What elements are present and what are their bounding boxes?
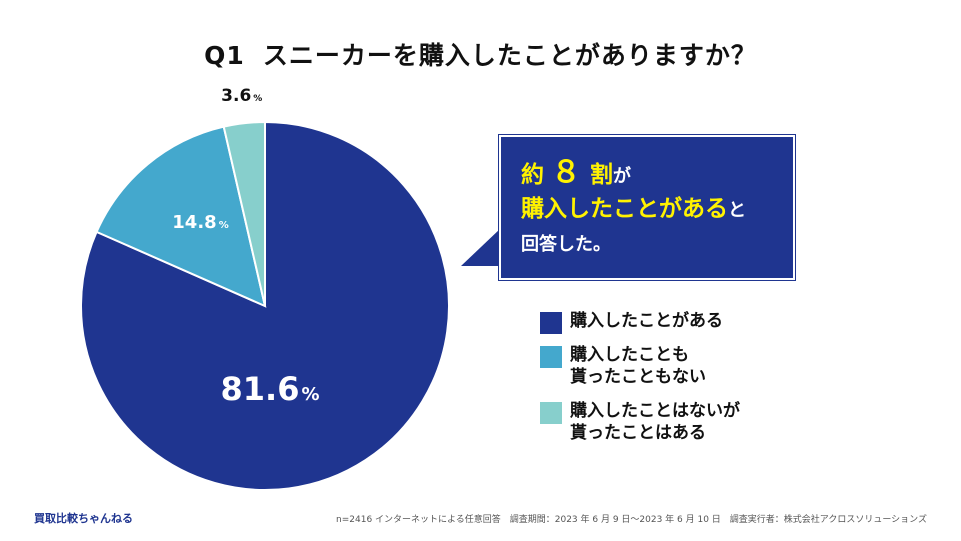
legend: 購入したことがある 購入したことも 貰ったこともない 購入したことはないが 貰っ… <box>540 310 740 456</box>
callout-text: 約 ８ 割が 購入したことがあると 回答した。 <box>521 156 791 261</box>
callout-ga: が <box>612 166 631 187</box>
legend-item-purchased: 購入したことがある <box>540 310 740 334</box>
legend-swatch-purchased <box>540 312 562 334</box>
pie-slice-2 <box>222 120 266 307</box>
callout-highlight: 購入したことがある <box>521 196 728 222</box>
question-text: スニーカーを購入したことがありますか？ <box>262 41 757 70</box>
callout-pointer <box>461 228 501 266</box>
callout-box <box>498 134 796 281</box>
pie-slice-0 <box>80 120 450 491</box>
callout-line-3: 回答した。 <box>521 227 791 261</box>
legend-swatch-received <box>540 402 562 424</box>
callout-about: 約 <box>521 162 544 188</box>
pie-slice-1 <box>95 125 267 308</box>
footer-brand: 買取比較ちゃんねる <box>34 512 133 525</box>
callout-line-1: 約 ８ 割が <box>521 156 791 193</box>
pie-label-0: 81.6% <box>221 370 320 408</box>
callout-eight: ８ <box>550 155 583 190</box>
legend-item-never: 購入したことも 貰ったこともない <box>540 344 740 388</box>
callout-answered: 回答した。 <box>521 234 611 255</box>
legend-label-never: 購入したことも 貰ったこともない <box>570 345 706 387</box>
callout-line-2: 購入したことがあると <box>521 193 791 227</box>
pie-label-1: 14.8% <box>172 212 228 233</box>
callout-to: と <box>728 200 746 221</box>
question-number: Q1 <box>204 41 245 70</box>
legend-item-received: 購入したことはないが 貰ったことはある <box>540 400 740 444</box>
pie-label-2: 3.6% <box>221 86 262 106</box>
footer-note: n=2416 インターネットによる任意回答 調査期間：2023 年 6 月 9 … <box>336 515 927 525</box>
legend-label-purchased: 購入したことがある <box>570 311 723 331</box>
legend-swatch-never <box>540 346 562 368</box>
legend-label-received: 購入したことはないが 貰ったことはある <box>570 401 740 443</box>
callout-wari: 割 <box>589 162 613 188</box>
chart-title: Q1 スニーカーを購入したことがありますか？ <box>0 36 961 72</box>
